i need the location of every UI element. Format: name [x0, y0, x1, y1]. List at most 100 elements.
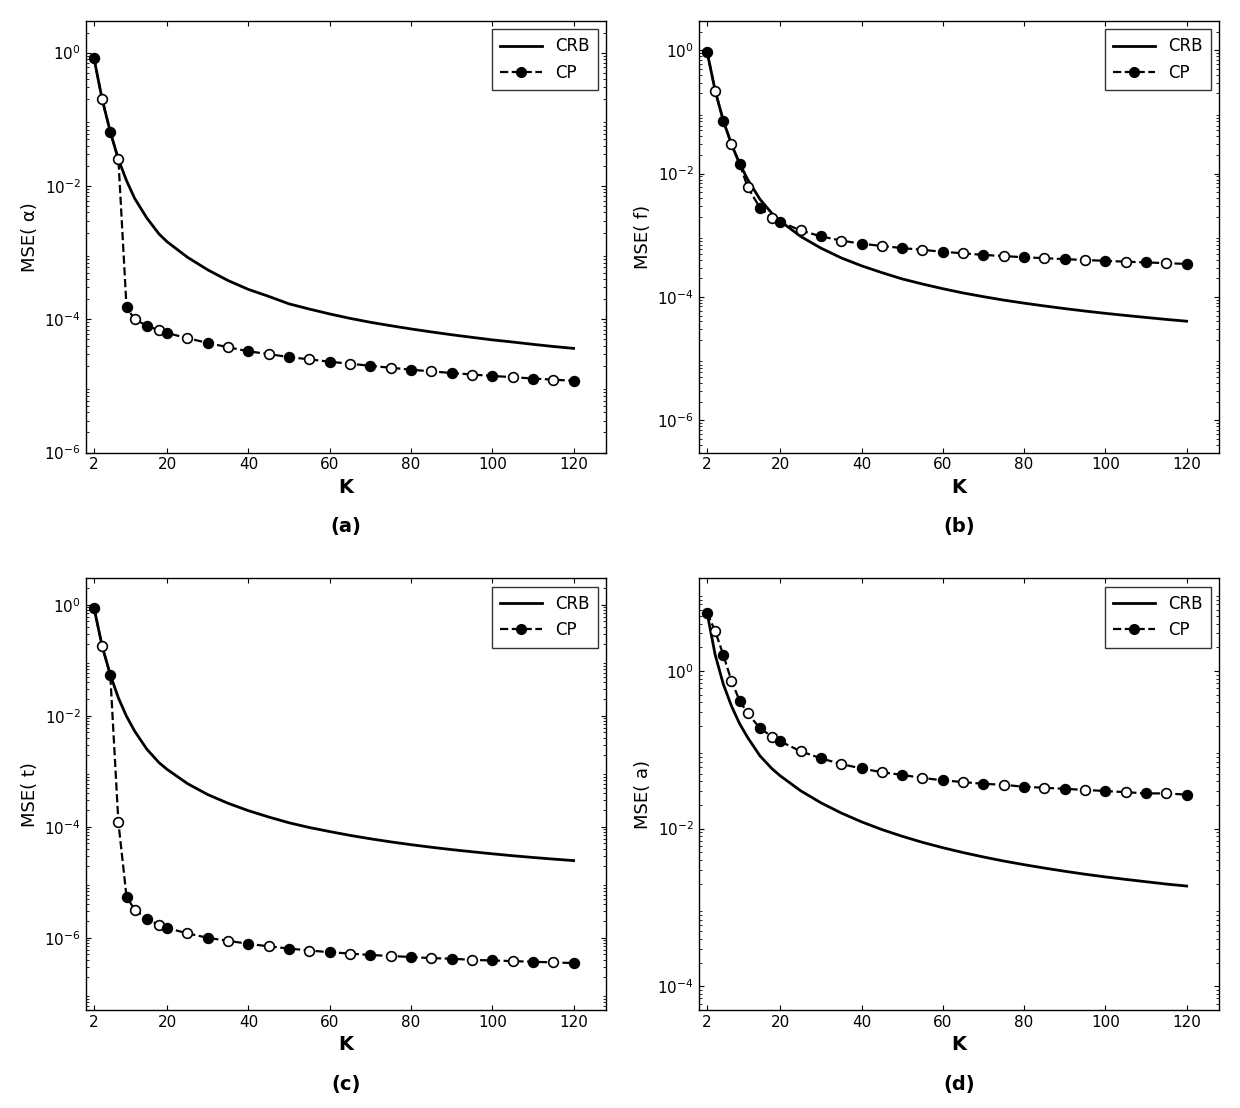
CRB [1159, 878, 1174, 891]
Y-axis label: MSE( f): MSE( f) [634, 205, 652, 269]
CRB [765, 762, 780, 776]
Text: (b): (b) [944, 517, 975, 536]
CRB [505, 336, 520, 349]
CRB [1078, 868, 1092, 881]
CRB [1118, 873, 1133, 886]
CRB [996, 294, 1011, 307]
CRB [753, 193, 768, 206]
CRB [151, 756, 166, 769]
CRB [708, 648, 723, 661]
CRB [94, 93, 109, 106]
CRB [303, 821, 317, 834]
CRB [854, 815, 869, 829]
CRB [201, 788, 216, 801]
Line: CRB: CRB [707, 52, 1187, 321]
CRB [753, 749, 768, 762]
CRB [151, 227, 166, 240]
CRB [160, 235, 175, 248]
CRB [567, 854, 582, 868]
Line: CRB: CRB [707, 613, 1187, 886]
CRB [895, 830, 910, 843]
CRB [444, 843, 459, 856]
X-axis label: K: K [339, 478, 353, 497]
CRB [201, 264, 216, 277]
CRB [935, 841, 950, 854]
CRB [732, 717, 746, 730]
CRB [699, 45, 714, 59]
CRB [221, 797, 236, 810]
CRB [833, 807, 848, 820]
CRB [1159, 312, 1174, 326]
CRB [139, 742, 154, 756]
CRB [342, 829, 357, 842]
CRB [526, 338, 541, 351]
CRB [546, 852, 560, 865]
CRB [322, 825, 337, 839]
CRB [976, 290, 991, 304]
CRB [383, 319, 398, 332]
CRB [403, 838, 418, 851]
CRB [546, 340, 560, 353]
CRB [424, 841, 439, 854]
CRB [740, 731, 755, 745]
CRB [485, 848, 500, 861]
CRB [505, 849, 520, 862]
CRB [363, 832, 378, 845]
CRB [976, 850, 991, 863]
CRB [110, 691, 125, 705]
CRB [119, 174, 134, 187]
Text: (c): (c) [331, 1075, 361, 1094]
CRB [322, 307, 337, 320]
CRB [160, 762, 175, 776]
CRB [813, 797, 828, 810]
CRB [895, 273, 910, 286]
CRB [1017, 858, 1032, 871]
CRB [465, 330, 480, 343]
CRB [281, 297, 296, 310]
CRB [262, 810, 277, 823]
CRB [139, 212, 154, 225]
CRB [303, 302, 317, 316]
CRB [1097, 870, 1112, 883]
CRB [1179, 880, 1194, 893]
CRB [1118, 309, 1133, 322]
CRB [1017, 297, 1032, 310]
CRB [794, 229, 808, 243]
CRB [103, 668, 118, 681]
CRB [444, 328, 459, 341]
CRB [1138, 311, 1153, 325]
CRB [526, 851, 541, 864]
CRB [1037, 299, 1052, 312]
CRB [699, 606, 714, 619]
CRB [956, 845, 971, 859]
Legend: CRB, CP: CRB, CP [491, 29, 598, 90]
CRB [110, 153, 125, 166]
CRB [854, 259, 869, 273]
CRB [241, 283, 255, 296]
CRB [1078, 305, 1092, 318]
CRB [1058, 302, 1073, 316]
CRB [773, 769, 787, 782]
CRB [833, 252, 848, 265]
CRB [87, 52, 102, 65]
CRB [363, 316, 378, 329]
CRB [740, 173, 755, 186]
X-axis label: K: K [951, 478, 966, 497]
CRB [103, 125, 118, 138]
Y-axis label: MSE( t): MSE( t) [21, 761, 38, 827]
CRB [724, 699, 739, 712]
CRB [221, 274, 236, 287]
CRB [119, 709, 134, 722]
Legend: CRB, CP: CRB, CP [491, 586, 598, 648]
CRB [1037, 861, 1052, 874]
X-axis label: K: K [951, 1035, 966, 1055]
CRB [765, 207, 780, 220]
CRB [403, 322, 418, 336]
CRB [567, 341, 582, 355]
CRB [732, 157, 746, 171]
Text: (d): (d) [944, 1075, 975, 1094]
CRB [465, 845, 480, 859]
CRB [262, 290, 277, 304]
Legend: CRB, CP: CRB, CP [1105, 29, 1210, 90]
CRB [281, 817, 296, 830]
